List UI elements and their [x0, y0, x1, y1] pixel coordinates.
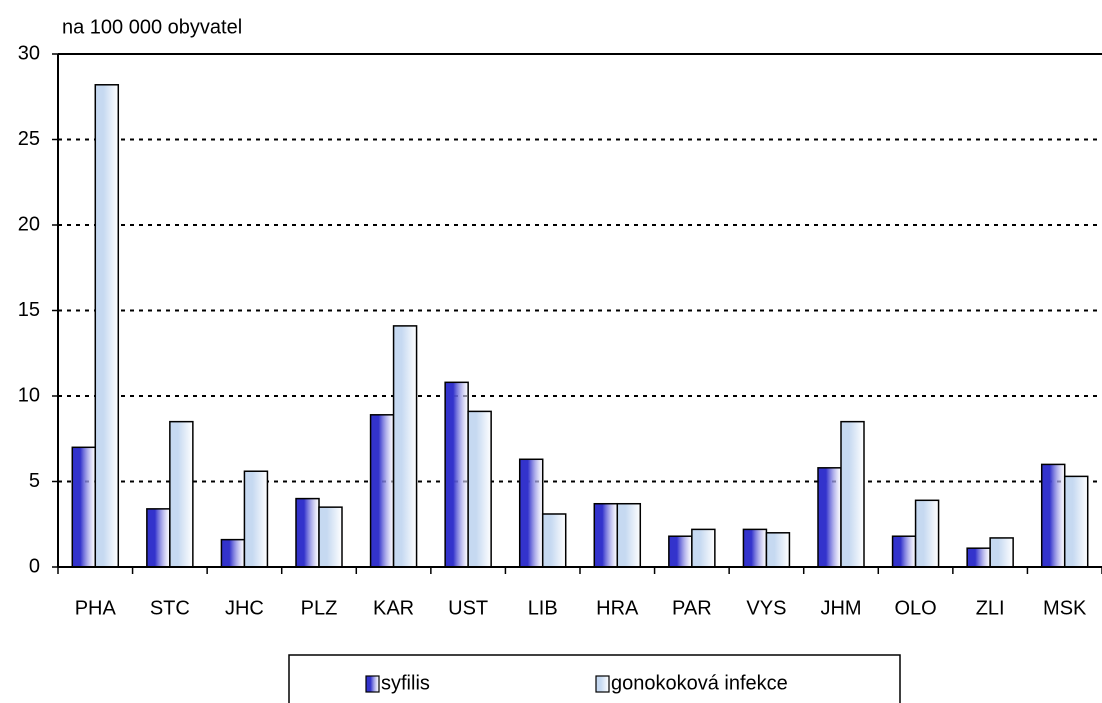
legend-swatch: [595, 675, 610, 693]
y-tick-label: 0: [29, 555, 40, 577]
bar: [891, 535, 917, 568]
bar: [817, 467, 842, 568]
bar: [220, 538, 246, 568]
bar: [840, 420, 865, 568]
bar: [243, 470, 269, 568]
y-tick-label: 25: [18, 128, 40, 150]
bar: [518, 458, 544, 568]
x-tick-label: MSK: [1043, 597, 1087, 619]
x-tick-label: PHA: [75, 597, 117, 619]
y-tick-label: 30: [18, 42, 40, 64]
bar: [467, 410, 492, 568]
x-tick-label: ZLI: [976, 597, 1005, 619]
legend-label: syfilis: [381, 672, 430, 694]
bar: [914, 499, 940, 568]
y-tick-label: 15: [18, 299, 40, 321]
bar: [616, 502, 642, 568]
legend-swatch: [365, 675, 380, 693]
x-tick-label: JHC: [225, 597, 264, 619]
x-tick-label: OLO: [894, 597, 936, 619]
bar: [94, 84, 120, 568]
bar: [966, 547, 991, 568]
bar: [691, 528, 716, 568]
bar: [765, 532, 791, 568]
bar: [318, 506, 343, 568]
bar: [295, 497, 320, 568]
bar: [593, 502, 619, 568]
x-tick-label: PLZ: [301, 597, 338, 619]
bar: [392, 325, 418, 568]
bar: [169, 420, 194, 568]
legend-label: gonokoková infekce: [611, 672, 788, 694]
bar: [742, 528, 768, 568]
y-tick-label: 10: [18, 384, 40, 406]
y-axis-label: na 100 000 obyvatel: [62, 16, 242, 38]
x-tick-label: VYS: [746, 597, 786, 619]
x-tick-label: STC: [150, 597, 190, 619]
bar: [71, 446, 97, 568]
x-tick-label: LIB: [528, 597, 558, 619]
bar: [146, 508, 171, 568]
x-tick-label: KAR: [373, 597, 414, 619]
x-tick-label: PAR: [672, 597, 712, 619]
bar: [444, 381, 469, 568]
x-tick-label: HRA: [596, 597, 639, 619]
bar: [1063, 475, 1089, 568]
x-tick-label: UST: [448, 597, 488, 619]
y-tick-label: 20: [18, 213, 40, 235]
legend-box: [288, 654, 901, 703]
y-tick-label: 5: [29, 470, 40, 492]
bar: [541, 513, 567, 568]
bar: [668, 535, 693, 568]
x-tick-label: JHM: [820, 597, 861, 619]
bar: [369, 414, 395, 568]
bar: [989, 537, 1014, 568]
bar: [1040, 463, 1066, 568]
